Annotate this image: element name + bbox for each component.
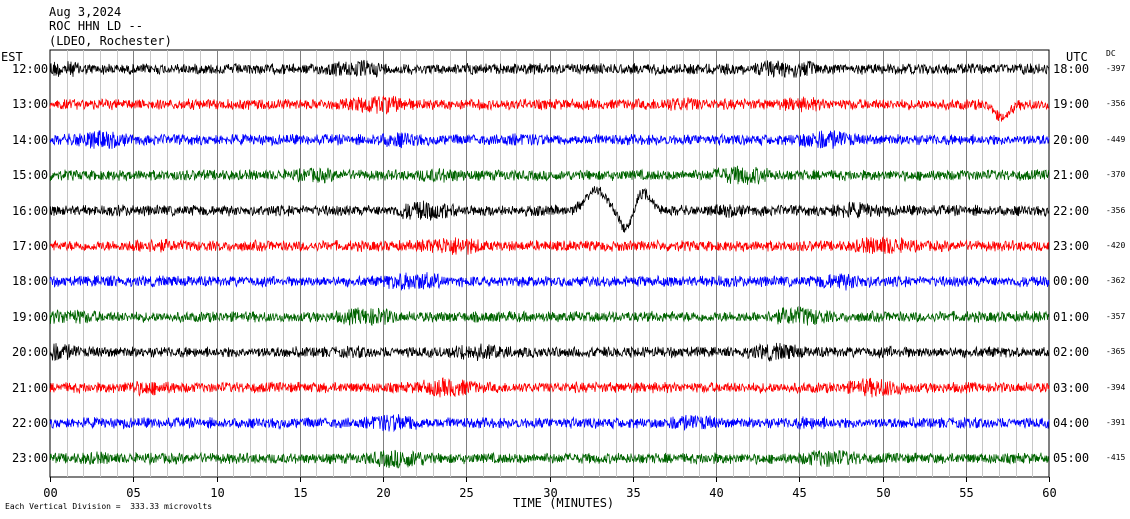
est-hour-label: 16:00	[12, 203, 49, 218]
utc-hour-label: 05:00	[1053, 451, 1090, 466]
trace-1300	[49, 95, 1050, 122]
x-tick-label: 30	[543, 486, 557, 500]
x-axis-title: TIME (MINUTES)	[513, 496, 615, 510]
dc-offset-value: -370	[1106, 170, 1126, 180]
trace-1200	[49, 59, 1050, 78]
utc-hour-label: 04:00	[1053, 416, 1090, 430]
x-tick-label: 35	[626, 486, 640, 500]
trace-2000	[49, 342, 1050, 362]
trace-1700	[49, 235, 1050, 255]
utc-hour-label: 21:00	[1053, 168, 1090, 183]
dc-header: DC	[1106, 49, 1116, 58]
est-hour-label: 13:00	[12, 97, 49, 112]
utc-hour-label: 18:00	[1053, 62, 1090, 76]
trace-2200	[49, 414, 1050, 433]
est-hour-label: 12:00	[12, 62, 49, 76]
est-hour-label: 21:00	[12, 380, 49, 395]
dc-offset-value: -397	[1106, 64, 1126, 73]
scale-note: Each Vertical Division = 333.33 microvol…	[5, 502, 213, 511]
station-network: (LDEO, Rochester)	[49, 34, 172, 48]
x-tick-label: 10	[210, 486, 224, 500]
est-hour-label: 23:00	[12, 451, 49, 466]
dc-offset-value: -357	[1106, 311, 1126, 321]
est-hour-label: 15:00	[12, 168, 49, 183]
est-hour-label: 20:00	[12, 345, 49, 360]
x-tick-label: 15	[293, 486, 307, 500]
dc-offset-value: -365	[1106, 347, 1126, 357]
x-tick-label: 00	[43, 486, 57, 500]
dc-offset-value: -394	[1106, 382, 1126, 392]
x-tick-label: 55	[959, 486, 973, 500]
plot-date: Aug 3,2024	[49, 5, 122, 19]
est-hour-label: 18:00	[12, 274, 49, 289]
trace-2300	[49, 449, 1050, 469]
x-tick-label: 45	[792, 486, 806, 500]
dc-offset-value: -420	[1106, 241, 1126, 250]
utc-hour-label: 00:00	[1053, 274, 1090, 289]
dc-offset-value: -356	[1106, 205, 1126, 215]
x-tick-label: 60	[1042, 486, 1056, 500]
x-tick-label: 25	[459, 486, 473, 500]
est-hour-label: 17:00	[12, 239, 49, 253]
x-tick-label: 05	[126, 486, 140, 500]
x-tick-label: 40	[709, 486, 723, 500]
est-hour-label: 19:00	[12, 309, 49, 324]
trace-1900	[49, 305, 1050, 326]
x-tick-label: 20	[376, 486, 390, 500]
utc-hour-label: 23:00	[1053, 239, 1090, 253]
right-axis-title: UTC	[1066, 50, 1088, 64]
station-code: ROC HHN LD --	[49, 19, 143, 33]
left-axis-title: EST	[1, 50, 23, 64]
trace-1500	[49, 165, 1050, 185]
trace-1600	[49, 186, 1050, 233]
est-hour-label: 14:00	[12, 132, 49, 147]
utc-hour-label: 19:00	[1053, 97, 1090, 112]
est-hour-label: 22:00	[12, 416, 49, 430]
plot-frame	[49, 49, 1050, 478]
x-tick-label: 50	[876, 486, 890, 500]
dc-offset-value: -449	[1106, 134, 1126, 144]
utc-hour-label: 01:00	[1053, 309, 1090, 324]
trace-1400	[49, 130, 1050, 149]
trace-1800	[49, 272, 1050, 291]
utc-hour-label: 22:00	[1053, 203, 1090, 218]
utc-hour-label: 03:00	[1053, 380, 1090, 395]
dc-offset-value: -415	[1106, 453, 1126, 463]
trace-2100	[49, 377, 1050, 398]
utc-hour-label: 02:00	[1053, 345, 1090, 360]
dc-offset-value: -362	[1106, 276, 1126, 286]
utc-hour-label: 20:00	[1053, 132, 1090, 147]
dc-offset-value: -391	[1106, 418, 1126, 427]
dc-offset-value: -356	[1106, 99, 1126, 109]
